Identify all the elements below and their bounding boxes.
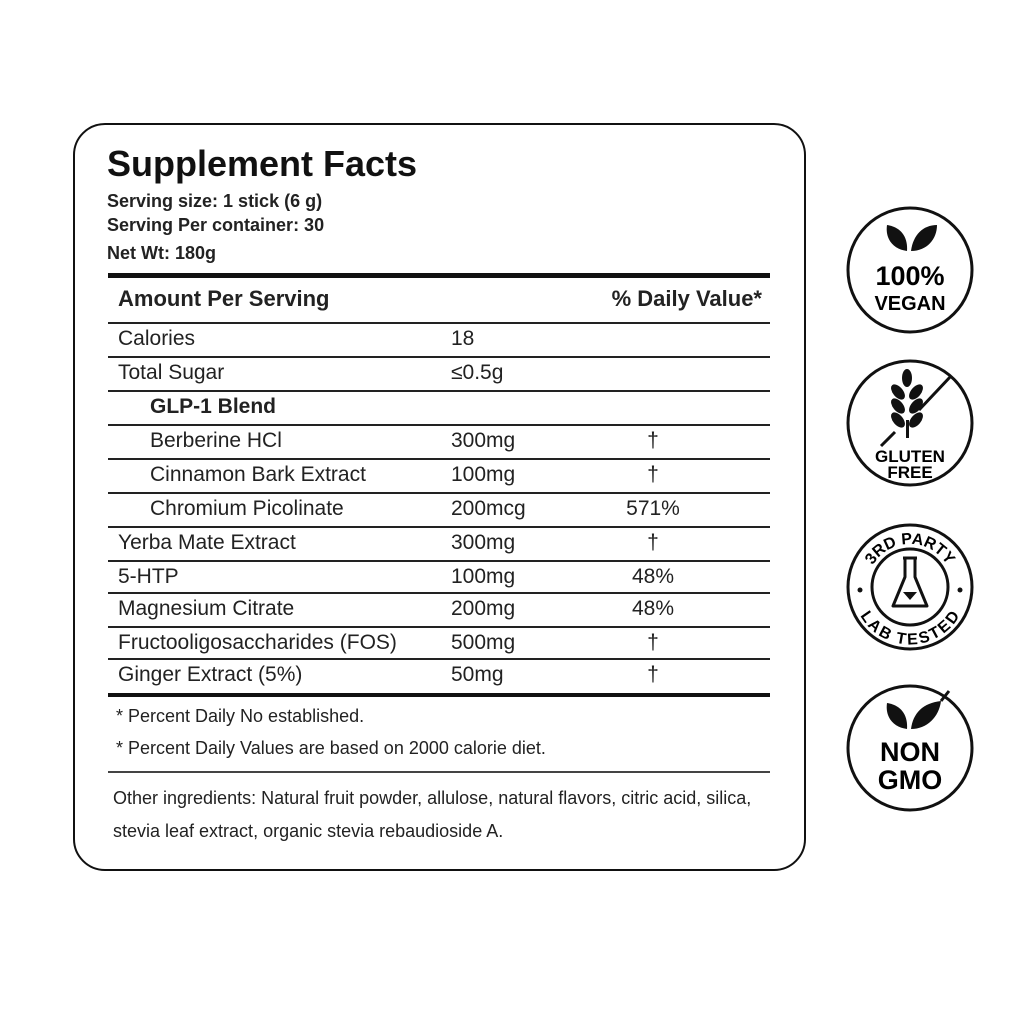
daily-value: 48% xyxy=(631,597,675,620)
panel-title: Supplement Facts xyxy=(107,143,418,184)
table-row: Chromium Picolinate 200mcg 571% xyxy=(108,492,770,526)
daily-value: † xyxy=(647,429,659,452)
dv-header: % Daily Value* xyxy=(611,286,762,311)
nutrient-name: Calories xyxy=(118,327,196,350)
row-divider xyxy=(108,592,770,594)
nutrient-amount: 300mg xyxy=(451,429,516,452)
servings-per-container: Serving Per container: 30 xyxy=(107,215,325,235)
row-divider xyxy=(108,658,770,660)
nutrient-amount: 200mg xyxy=(451,597,516,620)
non-gmo-badge: NON GMO xyxy=(846,684,974,812)
table-row: Cinnamon Bark Extract 100mg † xyxy=(108,458,770,492)
leaf-icon xyxy=(886,225,937,251)
table-row: GLP-1 Blend xyxy=(108,390,770,424)
nutrient-name: Ginger Extract (5%) xyxy=(118,663,303,686)
row-divider xyxy=(108,626,770,628)
nutrient-name: Berberine HCl xyxy=(150,429,282,452)
badge-line1: GLUTEN xyxy=(875,447,945,466)
footnote: * Percent Daily No established. xyxy=(116,706,365,726)
gluten-free-badge: GLUTEN FREE xyxy=(846,359,974,487)
badge-line1: 100% xyxy=(875,261,944,291)
badge-line1: NON xyxy=(880,737,940,767)
nutrient-name: Magnesium Citrate xyxy=(118,597,295,620)
thick-divider xyxy=(108,273,770,278)
row-divider xyxy=(108,458,770,460)
nutrient-amount: 18 xyxy=(451,327,475,350)
nutrient-name: Chromium Picolinate xyxy=(150,497,344,520)
net-weight: Net Wt: 180g xyxy=(107,243,217,263)
nutrient-name: 5-HTP xyxy=(118,565,179,588)
leaf-crossed-icon xyxy=(886,690,951,729)
table-row: Fructooligosaccharides (FOS) 500mg † xyxy=(108,626,770,660)
badge-line2: LAB TESTED xyxy=(857,608,964,648)
thick-divider xyxy=(108,693,770,697)
nutrient-amount: 500mg xyxy=(451,631,516,654)
row-divider xyxy=(108,492,770,494)
nutrient-amount: 50mg xyxy=(451,663,504,686)
row-divider xyxy=(108,424,770,426)
nutrient-name: Total Sugar xyxy=(118,361,225,384)
nutrient-name: Cinnamon Bark Extract xyxy=(150,463,366,486)
supplement-facts-panel xyxy=(73,123,806,871)
badge-line2: GMO xyxy=(878,765,943,795)
table-row: Calories 18 xyxy=(108,322,770,356)
flask-icon xyxy=(891,556,929,608)
row-divider xyxy=(108,526,770,528)
table-row: Yerba Mate Extract 300mg † xyxy=(108,526,770,560)
table-row: Magnesium Citrate 200mg 48% xyxy=(108,592,770,626)
daily-value: 48% xyxy=(631,565,675,588)
table-header: Amount Per Serving % Daily Value* xyxy=(108,282,770,316)
other-ingredients: Other ingredients: Natural fruit powder,… xyxy=(113,788,752,841)
wheat-crossed-icon xyxy=(879,369,953,448)
nutrient-amount: 300mg xyxy=(451,531,516,554)
daily-value: † xyxy=(647,631,659,654)
table-row: 5-HTP 100mg 48% xyxy=(108,560,770,594)
table-row: Ginger Extract (5%) 50mg † xyxy=(108,658,770,692)
footnote: * Percent Daily Values are based on 2000… xyxy=(116,738,546,758)
table-row: Total Sugar ≤0.5g xyxy=(108,356,770,390)
nutrient-amount: 100mg xyxy=(451,565,516,588)
row-divider xyxy=(108,560,770,562)
amount-header: Amount Per Serving xyxy=(118,286,330,311)
nutrient-name: Fructooligosaccharides (FOS) xyxy=(118,631,397,654)
table-row: Berberine HCl 300mg † xyxy=(108,424,770,458)
row-divider xyxy=(108,390,770,392)
divider xyxy=(108,771,770,773)
vegan-badge: 100% VEGAN xyxy=(846,206,974,334)
serving-size: Serving size: 1 stick (6 g) xyxy=(107,191,323,211)
daily-value: † xyxy=(647,663,659,686)
daily-value: † xyxy=(647,463,659,486)
badge-line2: VEGAN xyxy=(874,293,945,315)
nutrient-name: Yerba Mate Extract xyxy=(118,531,296,554)
nutrient-amount: 200mcg xyxy=(451,497,526,520)
daily-value: † xyxy=(647,531,659,554)
row-divider xyxy=(108,322,770,324)
nutrient-amount: ≤0.5g xyxy=(451,361,504,384)
row-divider xyxy=(108,356,770,358)
lab-tested-badge: 3RD PARTY LAB TESTED xyxy=(846,523,974,651)
badge-line2: FREE xyxy=(887,463,932,482)
daily-value: 571% xyxy=(626,497,680,520)
nutrient-amount: 100mg xyxy=(451,463,516,486)
nutrient-name: GLP-1 Blend xyxy=(150,395,277,418)
